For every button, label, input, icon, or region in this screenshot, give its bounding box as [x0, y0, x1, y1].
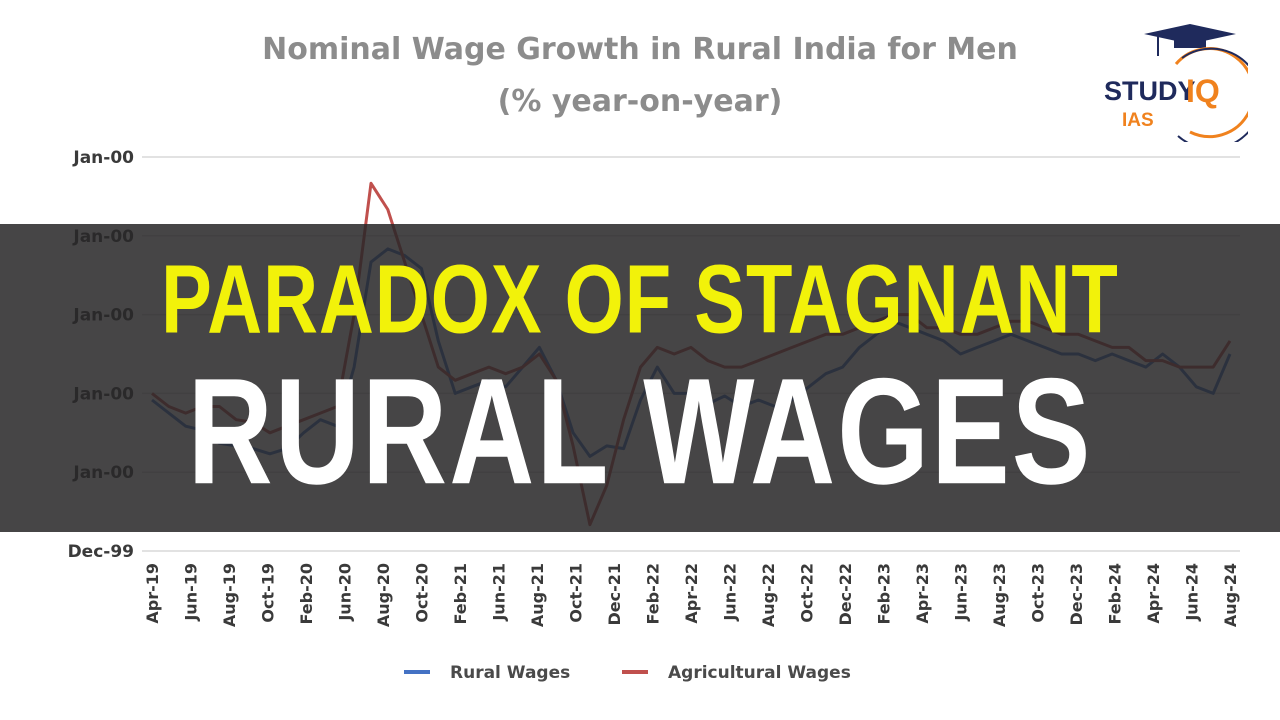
legend-label-rural-wages: Rural Wages	[450, 663, 570, 683]
legend-label-agricultural-wages: Agricultural Wages	[668, 663, 851, 683]
logo-word-iq: IQ	[1186, 73, 1220, 109]
x-tick-label: Jun-20	[336, 563, 355, 622]
x-tick-label: Apr-23	[913, 563, 932, 624]
x-tick-label: Aug-24	[1221, 563, 1240, 627]
x-tick-label: Jun-22	[721, 563, 740, 622]
x-tick-label: Jun-24	[1183, 563, 1202, 622]
x-tick-label: Aug-23	[990, 563, 1009, 627]
legend-swatch-agricultural-wages	[622, 670, 648, 674]
x-tick-label: Jun-19	[182, 563, 201, 622]
chart-subtitle: (% year-on-year)	[497, 84, 783, 119]
study-iq-logo: STUDY IQ IAS	[1104, 24, 1248, 142]
legend: Rural Wages Agricultural Wages	[404, 663, 851, 683]
x-tick-label: Jun-23	[952, 563, 971, 622]
x-tick-label: Dec-21	[605, 563, 624, 626]
x-tick-label: Dec-22	[836, 563, 855, 626]
x-tick-label: Aug-22	[759, 563, 778, 627]
headline-line-1: PARADOX OF STAGNANT	[161, 245, 1119, 355]
x-tick-label: Oct-22	[798, 563, 817, 623]
x-tick-label: Feb-20	[297, 563, 316, 625]
y-tick-label: Dec-99	[68, 542, 134, 562]
x-tick-label: Apr-24	[1144, 563, 1163, 624]
x-tick-label: Feb-24	[1106, 563, 1125, 625]
x-tick-label: Oct-21	[567, 563, 586, 623]
x-tick-label: Dec-23	[1067, 563, 1086, 626]
x-tick-label: Aug-21	[528, 563, 547, 627]
graduation-cap-icon	[1144, 24, 1236, 44]
logo-word-study: STUDY	[1104, 76, 1196, 106]
x-tick-label: Feb-22	[644, 563, 663, 625]
x-tick-label: Jun-21	[490, 563, 509, 622]
x-tick-label: Aug-20	[374, 563, 393, 627]
x-tick-label: Oct-23	[1029, 563, 1048, 623]
x-tick-label: Oct-19	[259, 563, 278, 623]
headline-line-2: RURAL WAGES	[187, 347, 1093, 517]
logo-word-ias: IAS	[1122, 110, 1154, 131]
x-axis-tick-labels: Apr-19 Jun-19 Aug-19 Oct-19 Feb-20 Jun-20 Aug-…	[143, 563, 1240, 627]
headline-banner	[0, 224, 1280, 532]
x-tick-label: Oct-20	[413, 563, 432, 623]
x-tick-label: Apr-19	[143, 563, 162, 624]
x-tick-label: Feb-23	[875, 563, 894, 625]
x-tick-label: Aug-19	[220, 563, 239, 627]
legend-swatch-rural-wages	[404, 670, 430, 674]
x-tick-label: Feb-21	[451, 563, 470, 625]
chart-title: Nominal Wage Growth in Rural India for M…	[262, 32, 1018, 67]
y-tick-label: Jan-00	[72, 148, 134, 168]
x-tick-label: Apr-22	[682, 563, 701, 624]
